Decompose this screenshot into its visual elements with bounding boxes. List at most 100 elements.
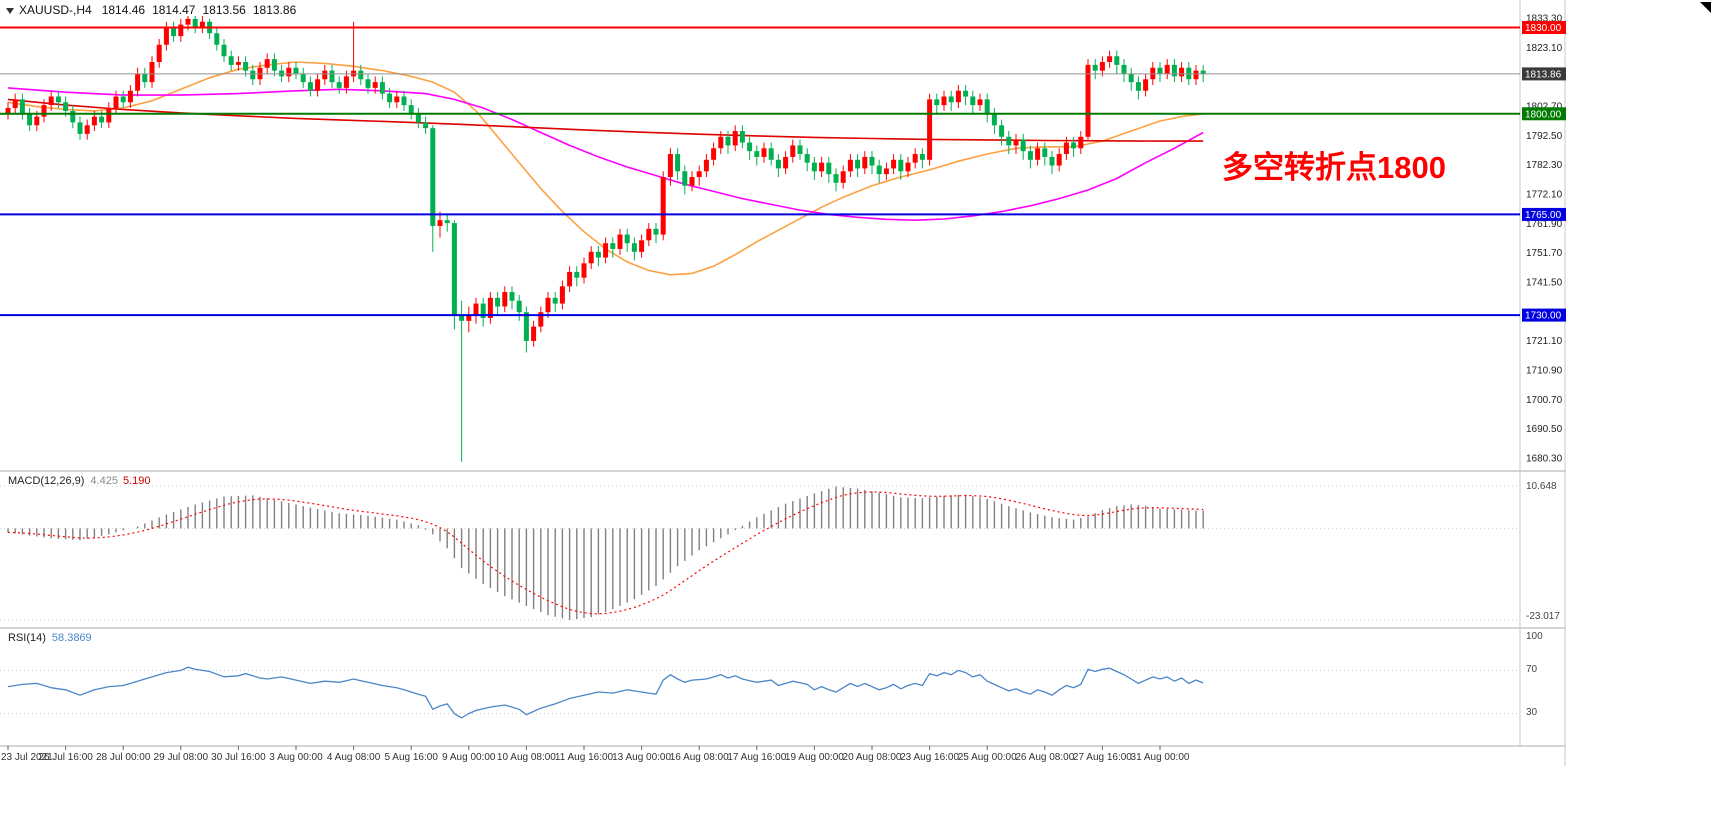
candle-body: [711, 148, 717, 160]
time-label: 31 Aug 00:00: [1131, 752, 1190, 763]
chart-annotation: 多空转折点1800: [1222, 150, 1446, 185]
candle-body: [91, 116, 97, 126]
ohlc-high: 1814.47: [152, 3, 196, 17]
candle-body: [905, 162, 911, 172]
chart-canvas[interactable]: 1833.30 1823.10 1802.70 1792.50 1782.30 1772.…: [0, 0, 1566, 766]
candle-body: [624, 234, 630, 244]
candle-body: [1013, 139, 1019, 146]
candle-body: [466, 315, 472, 321]
candle-body: [459, 315, 465, 321]
candle-body: [1135, 82, 1141, 91]
price-scale-label: 1792.50: [1526, 131, 1563, 142]
candle-body: [581, 263, 587, 278]
price-scale-label: 1690.50: [1526, 424, 1563, 435]
candle-body: [639, 240, 645, 252]
price-scale-label: 1823.10: [1526, 43, 1563, 54]
price-scale-label: 1741.50: [1526, 278, 1563, 289]
candle-body: [264, 59, 270, 68]
candle-body: [999, 125, 1005, 137]
candle-body: [927, 99, 933, 160]
time-label: 19 Aug 00:00: [785, 752, 844, 763]
candle-body: [811, 162, 817, 172]
candle-body: [286, 67, 292, 77]
time-label: 13 Aug 00:00: [612, 752, 671, 763]
time-label: 28 Jul 00:00: [96, 752, 151, 763]
ma-mid-line: [7, 87, 1204, 222]
time-label: 3 Aug 00:00: [269, 752, 323, 763]
candle-body: [365, 79, 371, 88]
candle-body: [610, 243, 616, 249]
price-scale-label: 1680.30: [1526, 454, 1563, 465]
candle-body: [171, 27, 177, 37]
candle-body: [19, 99, 25, 114]
candle-body: [646, 228, 652, 241]
price-scale-label: 1721.10: [1526, 336, 1563, 347]
scroll-to-end-icon[interactable]: [1700, 2, 1711, 13]
candle-body: [819, 162, 825, 172]
hlines-layer: [0, 26, 1520, 317]
time-label: 16 Aug 08:00: [670, 752, 729, 763]
price-badge-label: 1800.00: [1525, 109, 1562, 120]
candle-body: [1107, 56, 1113, 63]
candle-body: [358, 70, 364, 80]
candle-body: [156, 44, 162, 63]
candle-body: [891, 159, 897, 169]
price-badge: [1522, 20, 1566, 34]
time-label: 4 Aug 08:00: [327, 752, 381, 763]
candle-body: [473, 303, 479, 316]
price-scale-label: 1802.70: [1526, 102, 1563, 113]
candle-body: [783, 156, 789, 169]
candle-body: [898, 159, 904, 172]
candle-body: [5, 108, 11, 114]
candle-body: [113, 96, 119, 109]
candle-body: [1042, 148, 1048, 157]
candle-body: [603, 243, 609, 258]
candle-body: [768, 148, 774, 160]
candle-body: [343, 76, 349, 88]
candle-body: [307, 82, 313, 91]
rsi-level-70: 70: [1526, 664, 1538, 675]
price-scale-label: 1700.70: [1526, 395, 1563, 406]
candle-body: [1193, 70, 1199, 80]
price-badge: [1522, 67, 1566, 81]
candle-body: [401, 96, 407, 106]
symbol-dropdown-icon[interactable]: [6, 8, 14, 14]
candle-body: [27, 113, 33, 126]
macd-main-value: 4.425: [90, 475, 118, 487]
time-label: 20 Aug 08:00: [843, 752, 902, 763]
candle-body: [934, 99, 940, 106]
candle-body: [660, 177, 666, 235]
candle-body: [977, 99, 983, 106]
candle-body: [531, 326, 537, 341]
time-label: 23 Aug 16:00: [900, 752, 959, 763]
rsi-level-30: 30: [1526, 707, 1538, 718]
candle-body: [1071, 142, 1077, 149]
candle-body: [1099, 62, 1105, 71]
rsi-name: RSI(14): [8, 632, 46, 644]
candle-body: [149, 62, 155, 83]
price-scale-label: 1782.30: [1526, 160, 1563, 171]
candle-body: [1035, 148, 1041, 160]
candle-body: [41, 105, 47, 117]
panel-frame: [0, 0, 1566, 766]
candle-body: [725, 136, 731, 146]
candle-body: [919, 154, 925, 160]
candle-body: [12, 99, 18, 109]
price-scale[interactable]: 1833.30 1823.10 1802.70 1792.50 1782.30 1772.…: [1522, 14, 1566, 465]
candle-body: [127, 90, 133, 103]
candle-body: [1063, 142, 1069, 155]
candle-body: [1179, 67, 1185, 77]
candle-body: [1092, 64, 1098, 71]
candle-body: [502, 292, 508, 307]
candle-body: [761, 148, 767, 157]
rsi-line: [7, 666, 1204, 719]
candle-body: [1200, 70, 1206, 74]
candle-body: [703, 159, 709, 172]
candle-body: [185, 18, 191, 25]
candle-body: [293, 67, 299, 74]
candle-body: [696, 171, 702, 178]
candle-body: [552, 297, 558, 304]
candle-body: [1114, 56, 1120, 65]
